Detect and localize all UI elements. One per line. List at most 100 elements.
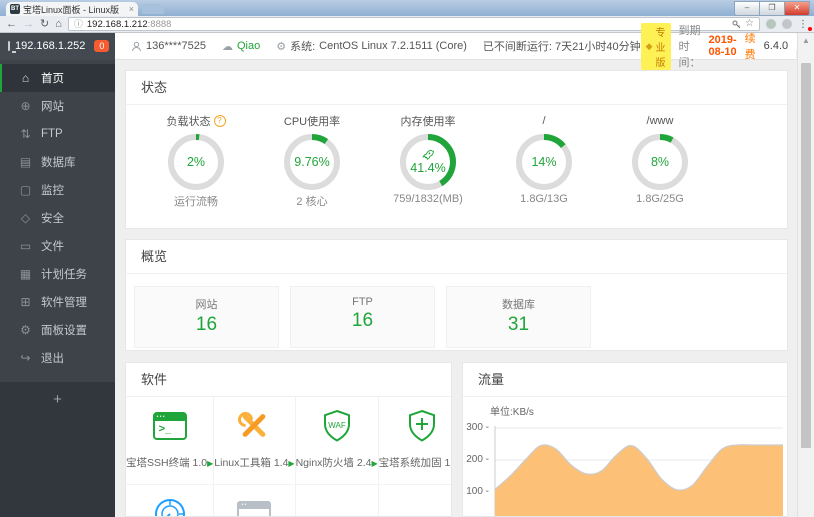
sidebar-item-网站[interactable]: ⊕ 网站 — [20, 99, 64, 113]
update-dot — [808, 27, 813, 31]
sidebar-item-面板设置[interactable]: ⚙ 面板设置 — [20, 323, 87, 337]
page-info-icon[interactable]: ⓘ — [73, 19, 83, 29]
sidebar-item-监控[interactable]: ▢ 监控 — [19, 183, 64, 197]
software-item-Nginx防火墙[interactable]: WAF Nginx防火墙 2.4▶ — [295, 397, 379, 485]
gauge-ring — [284, 134, 340, 190]
page-scrollbar[interactable]: ▲ — [797, 33, 814, 517]
pro-version-badge[interactable]: ◆ 专业版 — [640, 22, 671, 70]
server-ip: 192.168.1.252 — [15, 40, 86, 52]
overview-stat-box[interactable]: 数据库 31 — [446, 286, 591, 348]
chrome-menu-icon[interactable]: ⋮ — [798, 18, 808, 30]
play-icon: ▶ — [207, 459, 214, 468]
sidebar-menu: ⌂ 首页 ⊕ 网站 ⇅ FTP ▤ 数据库 ▢ 监控 ◇ 安全 ▭ 文件 ▦ 计… — [0, 60, 115, 382]
browser-tab[interactable]: BT 宝塔Linux面板 - Linux版 × — [6, 2, 138, 16]
shield-plus-icon — [408, 409, 435, 442]
software-item-Linux工具箱[interactable]: Linux工具箱 1.4▶ — [214, 397, 296, 485]
gauge-ring — [632, 134, 688, 190]
play-icon: ▶ — [371, 459, 378, 468]
system-label: 系统: — [290, 41, 316, 53]
tools-icon — [237, 409, 271, 443]
tab-title: 宝塔Linux面板 - Linux版 — [23, 4, 120, 15]
ytick-label: 200 - — [466, 454, 489, 465]
overview-card: 概览 网站 16 FTP 16 数据库 31 — [125, 239, 788, 351]
software-item[interactable] — [214, 485, 296, 516]
chart-area-s1 — [495, 444, 783, 516]
gauge-ring — [168, 134, 224, 190]
tab-close-icon[interactable]: × — [128, 4, 134, 14]
expire-date: 2019-08-10 — [708, 34, 737, 58]
message-count-badge[interactable]: 0 — [94, 40, 110, 52]
cloud-icon: ☁ — [221, 40, 233, 53]
url-text[interactable]: 192.168.1.212:8888 — [87, 19, 728, 30]
globe-icon: ⊕ — [20, 99, 31, 113]
sidebar-item-计划任务[interactable]: ▦ 计划任务 — [19, 267, 87, 281]
gauge: /? 14% 1.8G/13G — [486, 113, 602, 209]
user-account[interactable]: 136****7525 — [131, 40, 206, 52]
extension-icon[interactable] — [782, 19, 792, 29]
sidebar-item-FTP[interactable]: ⇅ FTP — [20, 127, 63, 141]
traffic-card-title: 流量 — [463, 363, 787, 397]
pro-label: 专业版 — [655, 27, 666, 69]
scrollbar-thumb[interactable] — [801, 63, 811, 448]
gear-icon: ⚙ — [276, 40, 287, 53]
folder-icon: ▭ — [19, 239, 32, 253]
address-bar[interactable]: ⓘ 192.168.1.212:8888 ☆ — [67, 17, 760, 31]
play-icon: ▶ — [288, 459, 295, 468]
status-card: 状态 负载状态? 2% 运行流畅 CPU使用率? — [125, 70, 788, 229]
diamond-icon: ◆ — [645, 40, 653, 51]
password-key-icon[interactable] — [732, 20, 741, 29]
logout-icon: ↪ — [20, 351, 31, 365]
bookmark-star-icon[interactable]: ☆ — [745, 18, 754, 29]
sidebar-item-安全[interactable]: ◇ 安全 — [20, 211, 64, 225]
schedule-icon: ▦ — [19, 267, 32, 281]
new-tab-button[interactable] — [142, 4, 164, 14]
cloud-name: Qiao — [236, 40, 261, 52]
gauge: 内存使用率? 41.4% 759/1832(MB) — [393, 116, 463, 205]
url-host: 192.168.1.212 — [86, 18, 148, 30]
gauge: 负载状态? 2% 运行流畅 — [138, 113, 254, 209]
back-icon[interactable]: ← — [6, 18, 17, 30]
sidebar-item-文件[interactable]: ▭ 文件 — [19, 239, 64, 253]
gauge-ring — [400, 134, 456, 190]
close-button[interactable]: ✕ — [785, 1, 810, 16]
sidebar-add-button[interactable]: + — [53, 390, 62, 408]
server-monitor-icon — [8, 41, 16, 53]
software-item[interactable] — [126, 485, 215, 516]
extension-icon[interactable] — [766, 19, 776, 29]
sidebar-item-软件管理[interactable]: ⊞ 软件管理 — [20, 295, 87, 309]
gauges-row: 负载状态? 2% 运行流畅 CPU使用率? — [126, 105, 787, 209]
monitor-icon: ▢ — [19, 183, 32, 197]
software-item-宝塔SSH终端[interactable]: >_ 宝塔SSH终端 1.0▶ — [126, 397, 215, 485]
shield-icon: ◇ — [20, 211, 31, 225]
svg-text:WAF: WAF — [328, 421, 346, 430]
home-icon[interactable]: ⌂ — [55, 18, 62, 30]
sidebar-item-首页[interactable]: ⌂ 首页 — [0, 64, 115, 92]
cloud-account[interactable]: ☁ Qiao — [222, 40, 260, 53]
forward-icon[interactable]: → — [23, 18, 34, 30]
scroll-up-icon[interactable]: ▲ — [802, 36, 810, 45]
help-icon[interactable]: ? — [213, 115, 226, 127]
reload-icon[interactable]: ↻ — [40, 18, 50, 30]
renew-link[interactable]: 续费 — [744, 33, 756, 61]
traffic-chart — [494, 426, 783, 516]
overview-stat-box[interactable]: FTP 16 — [290, 286, 435, 348]
gauge-ring — [516, 134, 572, 190]
software-item[interactable] — [379, 485, 451, 516]
sidebar-item-退出[interactable]: ↪ 退出 — [20, 351, 64, 365]
panel-version: 6.4.0 — [763, 40, 789, 52]
server-ip-block[interactable]: 192.168.1.252 0 — [0, 32, 115, 60]
ytick-label: 300 - — [466, 422, 489, 433]
overview-stat-box[interactable]: 网站 16 — [134, 286, 279, 348]
browser-titlebar: BT 宝塔Linux面板 - Linux版 × – ❐ ✕ — [0, 0, 814, 16]
minimize-button[interactable]: – — [734, 1, 760, 16]
overview-row: 网站 16 FTP 16 数据库 31 — [126, 274, 787, 348]
sidebar-item-数据库[interactable]: ▤ 数据库 — [19, 155, 76, 169]
traffic-card: 流量 单位:KB/s 300 - 200 - 100 - — [462, 362, 788, 517]
status-card-title: 状态 — [126, 71, 787, 105]
software-item[interactable] — [296, 485, 379, 516]
user-phone: 136****7525 — [146, 40, 206, 52]
maximize-button[interactable]: ❐ — [760, 1, 785, 16]
sidebar: ⌂ 首页 ⊕ 网站 ⇅ FTP ▤ 数据库 ▢ 监控 ◇ 安全 ▭ 文件 ▦ 计… — [0, 60, 115, 517]
database-icon: ▤ — [19, 155, 32, 169]
software-item-宝塔系统加固[interactable]: 宝塔系统加固 1.3▶ — [378, 397, 451, 485]
